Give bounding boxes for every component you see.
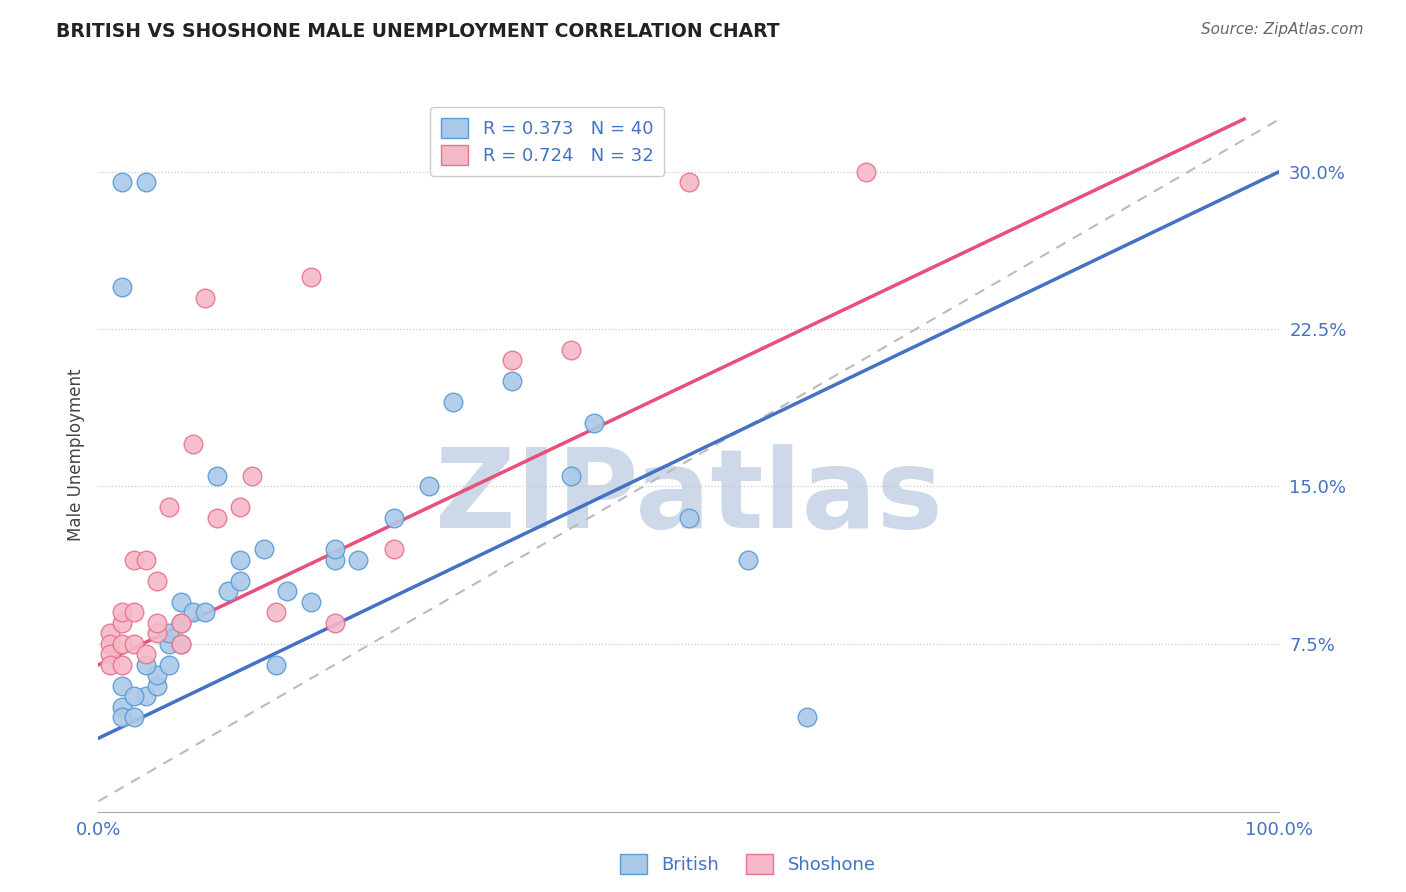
Point xyxy=(157,657,180,672)
Point xyxy=(122,605,145,619)
Point xyxy=(181,605,204,619)
Point xyxy=(796,710,818,724)
Point xyxy=(157,637,180,651)
Point xyxy=(111,710,134,724)
Point xyxy=(347,553,370,567)
Point xyxy=(157,626,180,640)
Point xyxy=(737,553,759,567)
Point xyxy=(678,175,700,189)
Point xyxy=(135,690,157,704)
Text: ZIPatlas: ZIPatlas xyxy=(434,444,943,551)
Point xyxy=(194,605,217,619)
Point xyxy=(111,280,134,294)
Point xyxy=(217,584,239,599)
Point xyxy=(135,553,157,567)
Point xyxy=(229,500,252,515)
Point xyxy=(146,679,169,693)
Point xyxy=(441,395,464,409)
Point xyxy=(299,269,322,284)
Legend: British, Shoshone: British, Shoshone xyxy=(613,847,883,881)
Point xyxy=(170,637,193,651)
Point xyxy=(146,574,169,588)
Point xyxy=(135,175,157,189)
Point xyxy=(501,353,523,368)
Point xyxy=(98,648,121,662)
Point xyxy=(583,417,606,431)
Point xyxy=(253,542,276,557)
Point xyxy=(418,479,440,493)
Point xyxy=(382,511,405,525)
Point xyxy=(501,375,523,389)
Point xyxy=(181,437,204,451)
Point xyxy=(560,469,582,483)
Point xyxy=(98,626,121,640)
Point xyxy=(98,657,121,672)
Point xyxy=(122,553,145,567)
Point xyxy=(98,637,121,651)
Point xyxy=(323,553,346,567)
Point xyxy=(560,343,582,357)
Point xyxy=(122,710,145,724)
Point xyxy=(194,291,217,305)
Point xyxy=(135,657,157,672)
Point xyxy=(205,469,228,483)
Text: Source: ZipAtlas.com: Source: ZipAtlas.com xyxy=(1201,22,1364,37)
Point xyxy=(170,595,193,609)
Point xyxy=(111,657,134,672)
Point xyxy=(157,500,180,515)
Point xyxy=(122,637,145,651)
Point xyxy=(323,615,346,630)
Point xyxy=(276,584,298,599)
Point xyxy=(299,595,322,609)
Point xyxy=(122,690,145,704)
Point xyxy=(135,648,157,662)
Point xyxy=(111,637,134,651)
Point xyxy=(170,615,193,630)
Point xyxy=(146,615,169,630)
Point xyxy=(240,469,263,483)
Point xyxy=(382,542,405,557)
Point xyxy=(146,668,169,682)
Point xyxy=(146,626,169,640)
Text: BRITISH VS SHOSHONE MALE UNEMPLOYMENT CORRELATION CHART: BRITISH VS SHOSHONE MALE UNEMPLOYMENT CO… xyxy=(56,22,780,41)
Point xyxy=(111,699,134,714)
Point xyxy=(205,511,228,525)
Point xyxy=(111,679,134,693)
Point xyxy=(229,553,252,567)
Y-axis label: Male Unemployment: Male Unemployment xyxy=(66,368,84,541)
Point xyxy=(111,175,134,189)
Point xyxy=(855,164,877,178)
Point xyxy=(111,605,134,619)
Point xyxy=(229,574,252,588)
Point xyxy=(111,615,134,630)
Point xyxy=(264,605,287,619)
Point xyxy=(264,657,287,672)
Point xyxy=(170,615,193,630)
Point xyxy=(170,637,193,651)
Point xyxy=(323,542,346,557)
Point xyxy=(678,511,700,525)
